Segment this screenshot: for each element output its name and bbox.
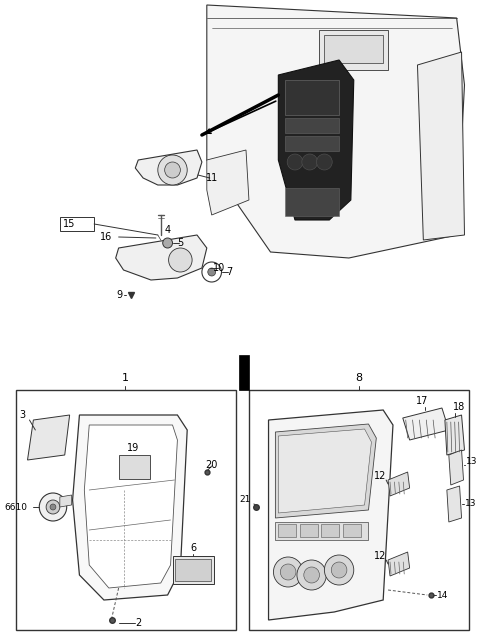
Bar (176, 559, 211, 581)
Bar (343, 524, 360, 537)
Text: 12: 12 (374, 471, 386, 481)
Polygon shape (27, 415, 70, 460)
Polygon shape (276, 424, 376, 518)
Text: 10: 10 (214, 263, 226, 273)
Polygon shape (207, 150, 249, 215)
Polygon shape (445, 415, 465, 455)
Circle shape (208, 268, 216, 276)
Text: 14: 14 (437, 590, 448, 600)
Polygon shape (447, 486, 462, 522)
Circle shape (46, 500, 60, 514)
Text: 8: 8 (355, 373, 362, 383)
Polygon shape (388, 552, 409, 576)
Bar (172, 556, 214, 584)
Text: 4: 4 (165, 225, 171, 235)
Circle shape (324, 555, 354, 585)
Text: 1: 1 (122, 373, 129, 383)
Bar (285, 118, 339, 133)
Bar (276, 522, 369, 540)
Polygon shape (239, 355, 249, 390)
Circle shape (304, 567, 320, 583)
Polygon shape (84, 425, 178, 588)
Text: 15: 15 (63, 219, 75, 229)
Text: 16: 16 (100, 232, 112, 242)
Bar (322, 524, 339, 537)
Text: 18: 18 (453, 402, 465, 412)
Bar (278, 524, 296, 537)
Polygon shape (268, 410, 393, 620)
Text: 13: 13 (467, 457, 478, 466)
Circle shape (165, 162, 180, 178)
Bar (320, 30, 388, 70)
Text: 19: 19 (127, 443, 140, 453)
Text: 5: 5 (177, 238, 183, 248)
Text: 13: 13 (465, 499, 476, 509)
Circle shape (163, 238, 172, 248)
Text: 6: 6 (190, 543, 196, 553)
Polygon shape (60, 495, 72, 507)
Circle shape (274, 557, 303, 587)
Circle shape (168, 248, 192, 272)
Polygon shape (278, 60, 354, 220)
Bar (285, 80, 339, 115)
Circle shape (302, 154, 318, 170)
Bar (249, 390, 469, 630)
Circle shape (331, 562, 347, 578)
Polygon shape (278, 429, 372, 513)
Text: 2: 2 (135, 618, 141, 628)
Text: 3: 3 (19, 410, 25, 420)
Text: 21: 21 (240, 495, 251, 504)
Polygon shape (135, 150, 202, 185)
Text: 7: 7 (226, 267, 232, 277)
Bar (16, 390, 236, 630)
Circle shape (316, 154, 332, 170)
Text: 6610: 6610 (4, 502, 27, 511)
Text: 11: 11 (205, 173, 218, 183)
Polygon shape (403, 408, 449, 440)
Text: 20: 20 (205, 460, 218, 470)
Circle shape (39, 493, 67, 521)
Circle shape (297, 560, 326, 590)
Bar (300, 524, 318, 537)
Bar (119, 455, 150, 479)
Bar (60, 217, 94, 231)
Polygon shape (388, 472, 409, 496)
Text: 9: 9 (117, 290, 123, 300)
Polygon shape (72, 415, 187, 600)
Circle shape (280, 564, 296, 580)
Polygon shape (207, 5, 465, 258)
Polygon shape (449, 450, 464, 485)
Circle shape (287, 154, 303, 170)
Text: 12: 12 (374, 551, 386, 561)
Circle shape (158, 155, 187, 185)
Polygon shape (418, 52, 465, 240)
Bar (285, 136, 339, 151)
Text: 17: 17 (416, 396, 429, 406)
Bar (324, 35, 383, 63)
Bar (285, 188, 339, 216)
Polygon shape (116, 235, 207, 280)
Circle shape (50, 504, 56, 510)
